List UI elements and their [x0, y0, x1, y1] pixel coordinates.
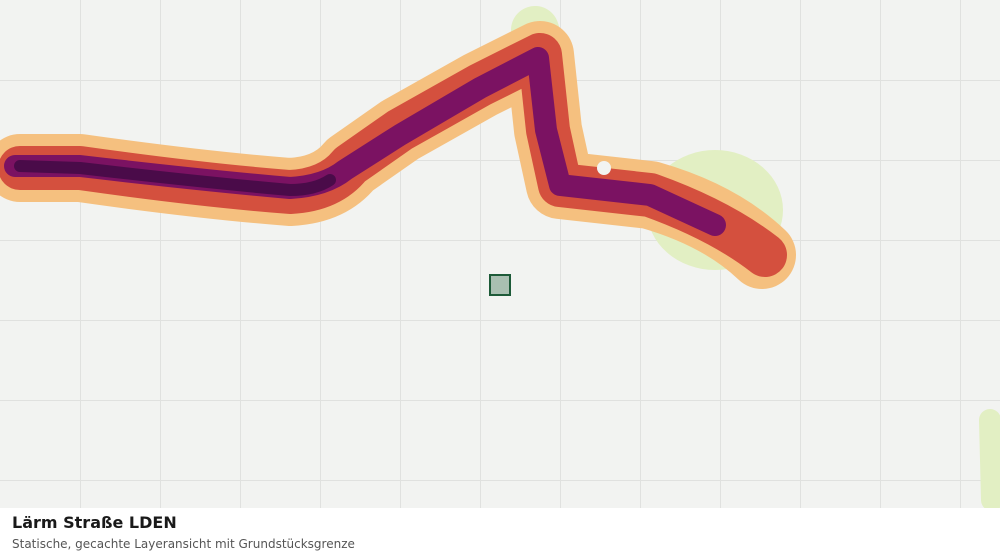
noise-band-75 — [14, 160, 336, 196]
map-title: Lärm Straße LDEN — [12, 513, 177, 532]
footer: Lärm Straße LDEN Statische, gecachte Lay… — [0, 508, 1000, 560]
map-grid — [0, 0, 1000, 508]
parcel-boundary[interactable] — [489, 274, 511, 296]
map-view[interactable] — [0, 0, 1000, 508]
map-hole — [597, 161, 611, 175]
noise-layer — [0, 6, 1000, 508]
noise-band-45 — [979, 409, 1000, 508]
map-subtitle: Statische, gecachte Layeransicht mit Gru… — [12, 537, 355, 551]
